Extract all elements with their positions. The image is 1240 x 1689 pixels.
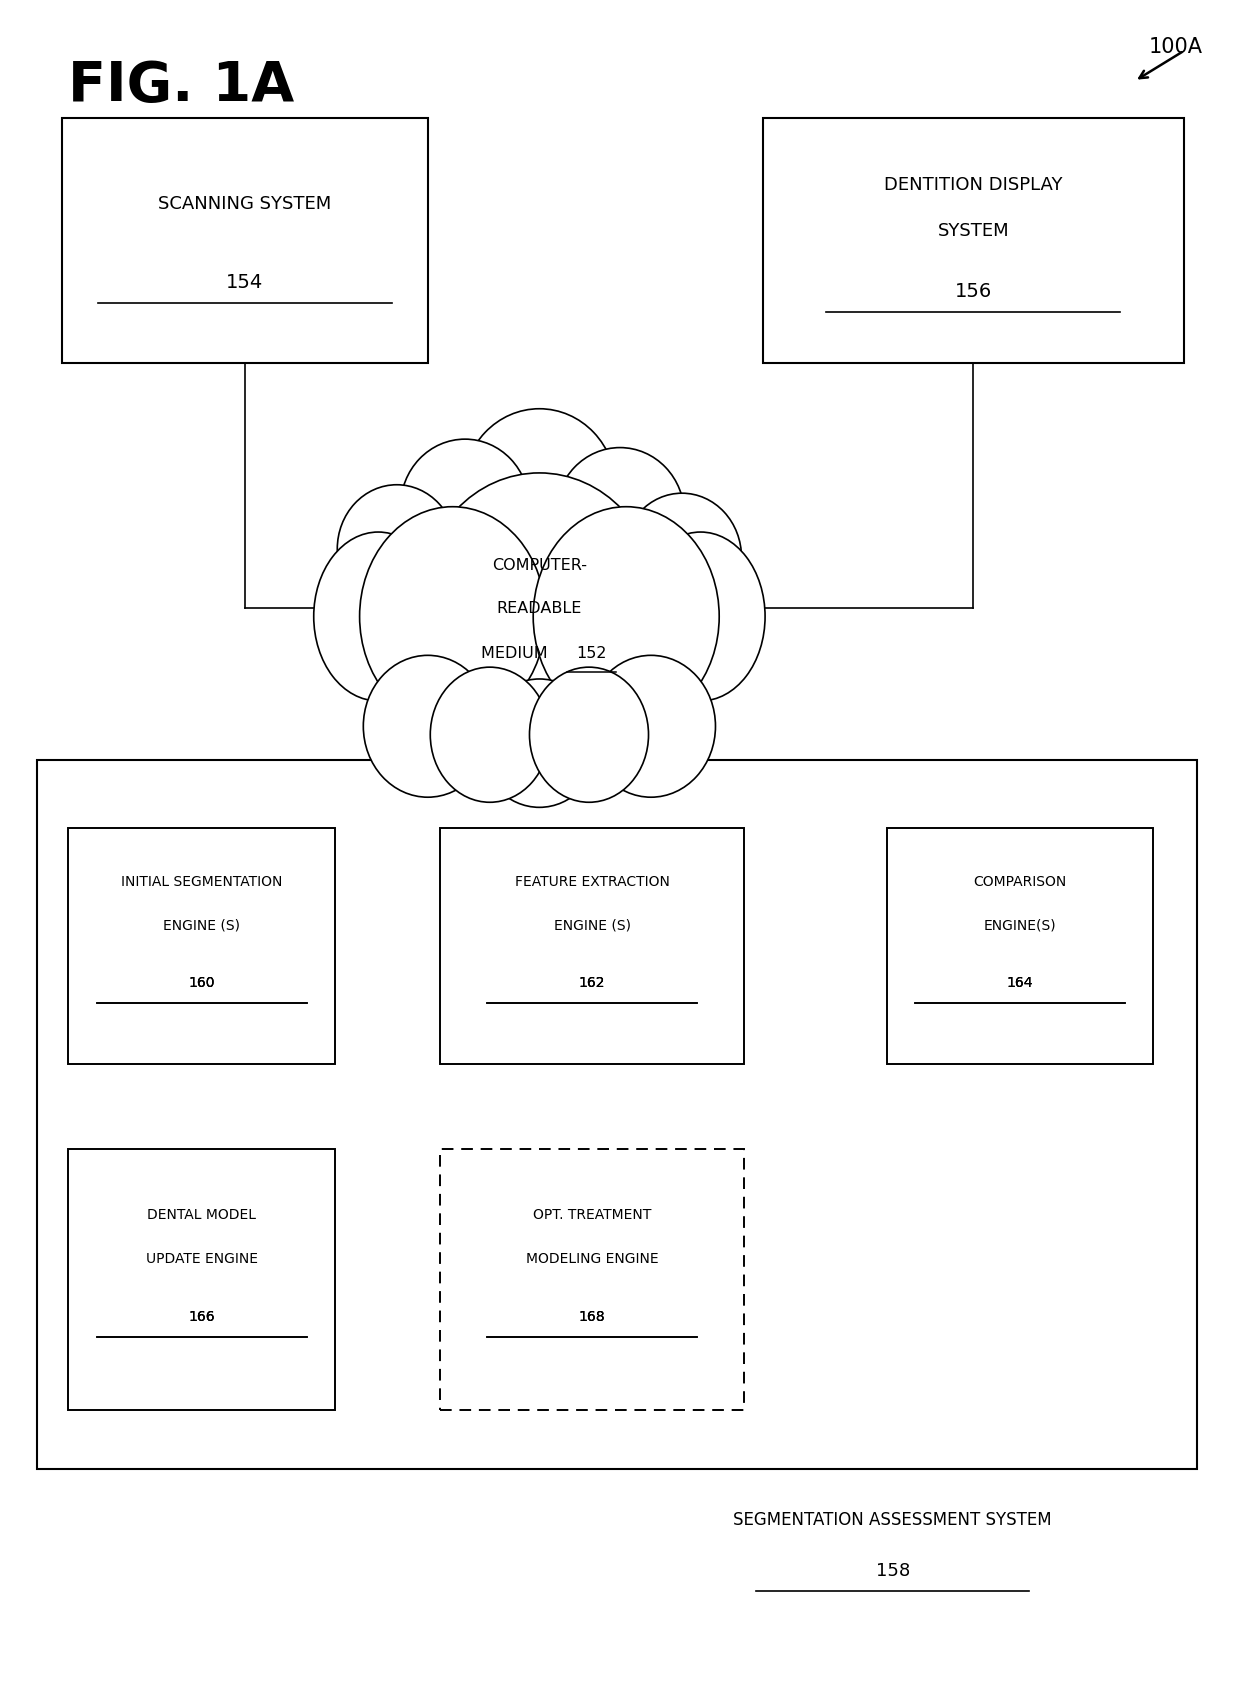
Text: FIG. 1A: FIG. 1A <box>68 59 294 113</box>
Text: UPDATE ENGINE: UPDATE ENGINE <box>145 1252 258 1267</box>
Ellipse shape <box>622 493 742 622</box>
Ellipse shape <box>314 532 443 701</box>
Text: 166: 166 <box>188 1309 215 1324</box>
Ellipse shape <box>337 485 456 613</box>
Text: 162: 162 <box>579 976 605 990</box>
Text: MODELING ENGINE: MODELING ENGINE <box>526 1252 658 1267</box>
Bar <box>62 118 428 363</box>
Text: ENGINE(S): ENGINE(S) <box>983 919 1056 932</box>
Text: 166: 166 <box>188 1309 215 1324</box>
Text: OPT. TREATMENT: OPT. TREATMENT <box>533 1208 651 1223</box>
Text: 160: 160 <box>188 976 215 990</box>
Text: ENGINE (S): ENGINE (S) <box>162 919 241 932</box>
Text: OPT. TREATMENT: OPT. TREATMENT <box>533 1208 651 1223</box>
Bar <box>763 118 1184 363</box>
Ellipse shape <box>422 473 657 726</box>
Text: ENGINE (S): ENGINE (S) <box>553 919 631 932</box>
Text: 100A: 100A <box>1148 37 1203 57</box>
Text: 160: 160 <box>188 976 215 990</box>
Ellipse shape <box>529 667 649 802</box>
Text: 166: 166 <box>188 1309 215 1324</box>
Text: UPDATE ENGINE: UPDATE ENGINE <box>145 1252 258 1267</box>
Text: 162: 162 <box>579 976 605 990</box>
Text: DENTITION DISPLAY: DENTITION DISPLAY <box>884 176 1063 194</box>
Text: MEDIUM: MEDIUM <box>481 647 553 660</box>
Text: INITIAL SEGMENTATION: INITIAL SEGMENTATION <box>120 875 283 888</box>
Text: 158: 158 <box>875 1562 910 1579</box>
Bar <box>68 1149 335 1410</box>
Text: 154: 154 <box>226 274 264 292</box>
Text: FEATURE EXTRACTION: FEATURE EXTRACTION <box>515 875 670 888</box>
Text: SYSTEM: SYSTEM <box>937 221 1009 240</box>
Text: 164: 164 <box>1007 976 1033 990</box>
Text: 168: 168 <box>579 1309 605 1324</box>
Text: 168: 168 <box>579 1309 605 1324</box>
Text: 152: 152 <box>577 647 606 660</box>
Text: 168: 168 <box>579 1309 605 1324</box>
Text: DENTAL MODEL: DENTAL MODEL <box>148 1208 255 1223</box>
Text: ENGINE(S): ENGINE(S) <box>983 919 1056 932</box>
Bar <box>887 828 1153 1064</box>
Text: 162: 162 <box>579 976 605 990</box>
Ellipse shape <box>480 679 599 807</box>
Bar <box>37 760 1197 1469</box>
Text: INITIAL SEGMENTATION: INITIAL SEGMENTATION <box>120 875 283 888</box>
Ellipse shape <box>360 507 546 726</box>
Ellipse shape <box>533 507 719 726</box>
Ellipse shape <box>463 409 616 571</box>
Text: ENGINE (S): ENGINE (S) <box>553 919 631 932</box>
Text: COMPUTER-: COMPUTER- <box>492 559 587 573</box>
Text: READABLE: READABLE <box>497 601 582 615</box>
Text: SCANNING SYSTEM: SCANNING SYSTEM <box>159 194 331 213</box>
Text: 160: 160 <box>188 976 215 990</box>
Bar <box>440 1149 744 1410</box>
Text: 164: 164 <box>1007 976 1033 990</box>
Bar <box>440 828 744 1064</box>
Text: DENTAL MODEL: DENTAL MODEL <box>148 1208 255 1223</box>
Ellipse shape <box>556 448 684 583</box>
Text: 156: 156 <box>955 282 992 301</box>
Ellipse shape <box>636 532 765 701</box>
Ellipse shape <box>401 439 529 574</box>
Text: COMPARISON: COMPARISON <box>973 875 1066 888</box>
Text: 164: 164 <box>1007 976 1033 990</box>
Ellipse shape <box>363 655 492 797</box>
Text: FEATURE EXTRACTION: FEATURE EXTRACTION <box>515 875 670 888</box>
Bar <box>68 828 335 1064</box>
Ellipse shape <box>587 655 715 797</box>
Text: MODELING ENGINE: MODELING ENGINE <box>526 1252 658 1267</box>
Text: ENGINE (S): ENGINE (S) <box>162 919 241 932</box>
Text: SEGMENTATION ASSESSMENT SYSTEM: SEGMENTATION ASSESSMENT SYSTEM <box>734 1512 1052 1529</box>
Text: COMPARISON: COMPARISON <box>973 875 1066 888</box>
Ellipse shape <box>430 667 549 802</box>
